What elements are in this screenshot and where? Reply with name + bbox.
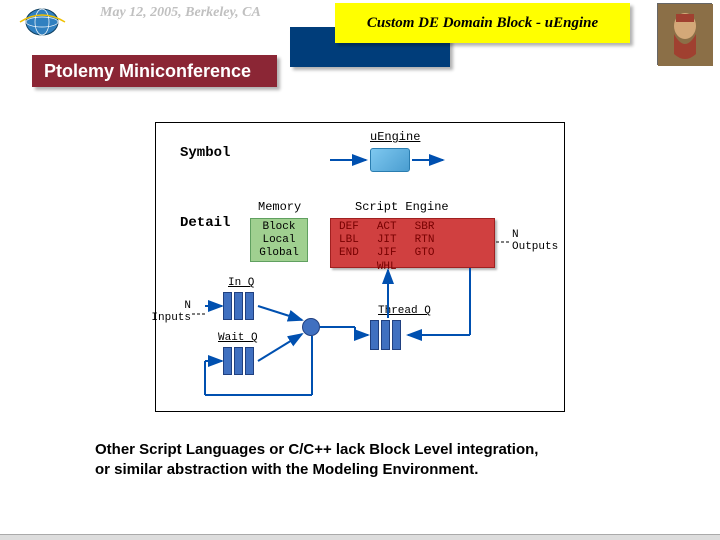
- in-q-cylinder: [223, 292, 259, 320]
- thread-q-label: Thread Q: [378, 305, 431, 317]
- script-col: ACTJITJIFWHL: [377, 221, 397, 265]
- portrait-image: [657, 3, 712, 65]
- footer-text: Other Script Languages or C/C++ lack Blo…: [95, 440, 635, 481]
- uengine-block: [370, 148, 410, 172]
- memory-block: Block Local Global: [250, 218, 308, 262]
- wait-q-label: Wait Q: [218, 332, 258, 344]
- memory-label: Memory: [258, 200, 301, 214]
- globe-logo: [15, 3, 70, 41]
- merge-node: [302, 318, 320, 336]
- yellow-title: Custom DE Domain Block - uEngine: [335, 3, 630, 43]
- script-engine-label: Script Engine: [355, 200, 449, 214]
- detail-label: Detail: [180, 215, 230, 231]
- script-engine-block: DEFLBLEND ACTJITJIFWHL SBRRTNGTO: [330, 218, 495, 268]
- script-col: DEFLBLEND: [339, 221, 359, 265]
- symbol-label: Symbol: [180, 145, 230, 161]
- n-inputs-label: N Inputs: [136, 300, 191, 324]
- in-q-label: In Q: [228, 277, 254, 289]
- script-col: SBRRTNGTO: [415, 221, 435, 265]
- wait-q-cylinder: [223, 347, 259, 375]
- red-banner: Ptolemy Miniconference: [32, 55, 277, 87]
- bottom-bar: [0, 534, 720, 540]
- date-text: May 12, 2005, Berkeley, CA: [100, 5, 261, 21]
- memory-line: Local: [251, 234, 307, 247]
- thread-q-cylinder: [370, 320, 406, 350]
- memory-line: Global: [251, 247, 307, 260]
- memory-line: Block: [251, 221, 307, 234]
- n-outputs-label: N Outputs: [512, 229, 558, 253]
- uengine-label: uEngine: [370, 130, 420, 144]
